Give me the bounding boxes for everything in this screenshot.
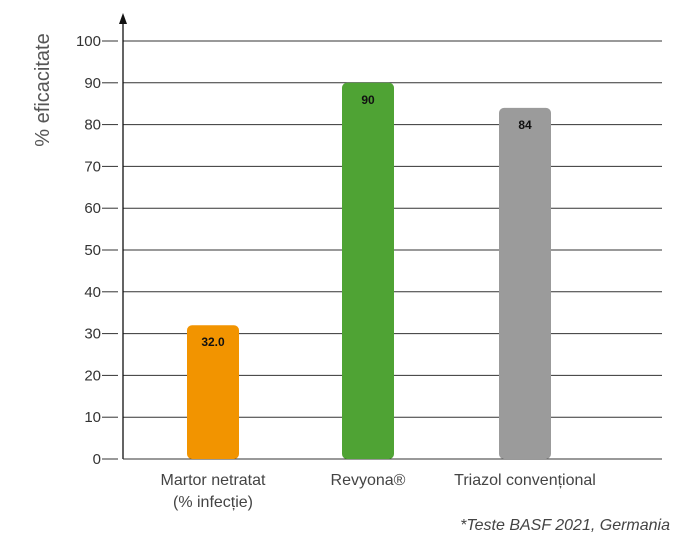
y-tick-label: 0 — [93, 451, 101, 468]
y-tick-label: 20 — [84, 367, 101, 384]
y-tick-label: 100 — [76, 33, 101, 50]
bar-value-label: 84 — [518, 118, 532, 132]
y-tick-label: 50 — [84, 242, 101, 259]
x-category-label: Revyona® — [331, 472, 406, 489]
bar — [187, 325, 239, 459]
y-tick-label: 30 — [84, 326, 101, 343]
y-axis-title: % eficacitate — [32, 33, 54, 146]
bar — [342, 82, 394, 460]
y-tick-label: 60 — [84, 200, 101, 217]
y-tick-label: 80 — [84, 117, 101, 134]
y-tick-label: 40 — [84, 284, 101, 301]
bar — [499, 107, 551, 459]
bars — [187, 82, 551, 460]
x-category-sublabel: (% infecție) — [173, 494, 253, 511]
labels: 0 10 20 30 40 50 60 70 80 90 100 32.0 Martor netrata… — [76, 33, 596, 511]
x-category-label: Martor netratat — [161, 472, 266, 489]
y-axis-arrow — [119, 13, 127, 24]
footnote: *Teste BASF 2021, Germania — [460, 517, 670, 534]
y-tick-label: 10 — [84, 409, 101, 426]
y-tick-label: 90 — [84, 75, 101, 92]
bar-value-label: 32.0 — [201, 335, 225, 349]
x-category-label: Triazol convențional — [454, 472, 596, 489]
y-tick-label: 70 — [84, 158, 101, 175]
bar-value-label: 90 — [361, 93, 375, 107]
